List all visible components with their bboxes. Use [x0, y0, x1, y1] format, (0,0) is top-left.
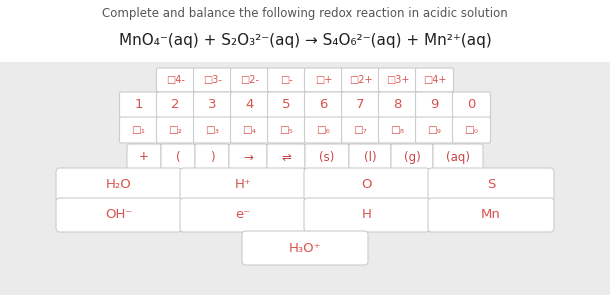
Text: □₉: □₉	[428, 125, 442, 135]
Text: →: →	[243, 150, 253, 163]
FancyBboxPatch shape	[157, 117, 195, 143]
FancyBboxPatch shape	[342, 117, 379, 143]
Text: e⁻: e⁻	[235, 209, 251, 222]
Text: (s): (s)	[319, 150, 335, 163]
FancyBboxPatch shape	[304, 198, 430, 232]
Text: □+: □+	[315, 75, 332, 85]
Text: □-: □-	[280, 75, 293, 85]
FancyBboxPatch shape	[453, 117, 490, 143]
Text: ⇌: ⇌	[281, 150, 291, 163]
Text: H₂O: H₂O	[106, 178, 132, 191]
FancyBboxPatch shape	[304, 68, 342, 92]
FancyBboxPatch shape	[378, 92, 417, 118]
Text: □₈: □₈	[390, 125, 404, 135]
FancyBboxPatch shape	[193, 117, 232, 143]
FancyBboxPatch shape	[428, 198, 554, 232]
Text: □₆: □₆	[317, 125, 331, 135]
Text: □₅: □₅	[279, 125, 293, 135]
Text: (: (	[176, 150, 181, 163]
Text: ): )	[210, 150, 214, 163]
Text: □4-: □4-	[166, 75, 185, 85]
Text: (g): (g)	[404, 150, 420, 163]
FancyBboxPatch shape	[127, 144, 161, 170]
Text: 8: 8	[393, 99, 402, 112]
FancyBboxPatch shape	[428, 168, 554, 202]
Text: 5: 5	[282, 99, 291, 112]
FancyBboxPatch shape	[268, 117, 306, 143]
FancyBboxPatch shape	[453, 92, 490, 118]
FancyBboxPatch shape	[56, 168, 182, 202]
FancyBboxPatch shape	[378, 117, 417, 143]
FancyBboxPatch shape	[349, 144, 391, 170]
FancyBboxPatch shape	[304, 92, 342, 118]
FancyBboxPatch shape	[268, 68, 306, 92]
Text: □₁: □₁	[132, 125, 146, 135]
Text: OH⁻: OH⁻	[106, 209, 133, 222]
Text: □2+: □2+	[349, 75, 372, 85]
Text: (aq): (aq)	[446, 150, 470, 163]
FancyBboxPatch shape	[193, 92, 232, 118]
FancyBboxPatch shape	[229, 144, 267, 170]
Text: 0: 0	[467, 99, 476, 112]
Text: □2-: □2-	[240, 75, 259, 85]
FancyBboxPatch shape	[120, 117, 157, 143]
FancyBboxPatch shape	[304, 117, 342, 143]
Text: □₇: □₇	[354, 125, 367, 135]
Text: H: H	[362, 209, 372, 222]
Text: H⁺: H⁺	[235, 178, 251, 191]
Text: 1: 1	[134, 99, 143, 112]
Text: 9: 9	[430, 99, 439, 112]
Text: □₄: □₄	[243, 125, 256, 135]
Text: □₂: □₂	[168, 125, 182, 135]
Text: (l): (l)	[364, 150, 376, 163]
FancyBboxPatch shape	[195, 144, 229, 170]
FancyBboxPatch shape	[56, 198, 182, 232]
FancyBboxPatch shape	[180, 168, 306, 202]
Text: S: S	[487, 178, 495, 191]
Text: 4: 4	[245, 99, 254, 112]
Text: MnO₄⁻(aq) + S₂O₃²⁻(aq) → S₄O₆²⁻(aq) + Mn²⁺(aq): MnO₄⁻(aq) + S₂O₃²⁻(aq) → S₄O₆²⁻(aq) + Mn…	[118, 32, 492, 47]
FancyBboxPatch shape	[415, 92, 453, 118]
FancyBboxPatch shape	[342, 68, 379, 92]
FancyBboxPatch shape	[180, 198, 306, 232]
Text: Mn: Mn	[481, 209, 501, 222]
FancyBboxPatch shape	[305, 144, 349, 170]
FancyBboxPatch shape	[0, 0, 610, 62]
Text: O: O	[362, 178, 372, 191]
FancyBboxPatch shape	[267, 144, 305, 170]
FancyBboxPatch shape	[378, 68, 417, 92]
Text: H₃O⁺: H₃O⁺	[289, 242, 321, 255]
Text: □₃: □₃	[206, 125, 220, 135]
Text: □3+: □3+	[386, 75, 409, 85]
FancyBboxPatch shape	[231, 92, 268, 118]
Text: 6: 6	[319, 99, 328, 112]
FancyBboxPatch shape	[268, 92, 306, 118]
Text: 7: 7	[356, 99, 365, 112]
FancyBboxPatch shape	[157, 92, 195, 118]
Text: □3-: □3-	[203, 75, 222, 85]
Text: 2: 2	[171, 99, 180, 112]
FancyBboxPatch shape	[193, 68, 232, 92]
FancyBboxPatch shape	[415, 68, 453, 92]
Text: □₀: □₀	[464, 125, 478, 135]
FancyBboxPatch shape	[342, 92, 379, 118]
FancyBboxPatch shape	[161, 144, 195, 170]
FancyBboxPatch shape	[415, 117, 453, 143]
FancyBboxPatch shape	[433, 144, 483, 170]
Text: □4+: □4+	[423, 75, 446, 85]
Text: 3: 3	[208, 99, 217, 112]
Text: +: +	[139, 150, 149, 163]
FancyBboxPatch shape	[157, 68, 195, 92]
FancyBboxPatch shape	[231, 117, 268, 143]
FancyBboxPatch shape	[231, 68, 268, 92]
FancyBboxPatch shape	[304, 168, 430, 202]
Text: Complete and balance the following redox reaction in acidic solution: Complete and balance the following redox…	[102, 6, 508, 19]
FancyBboxPatch shape	[120, 92, 157, 118]
FancyBboxPatch shape	[391, 144, 433, 170]
FancyBboxPatch shape	[242, 231, 368, 265]
